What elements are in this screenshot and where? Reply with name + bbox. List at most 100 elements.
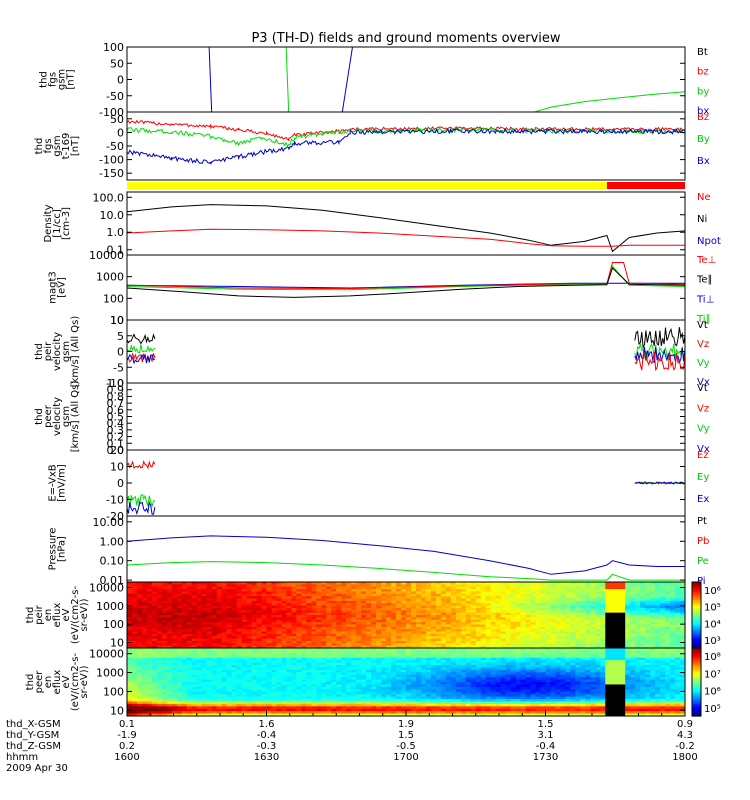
spectrogram-cell — [525, 586, 532, 590]
spectrogram-cell — [306, 660, 312, 664]
spectrogram-cell — [485, 598, 492, 602]
spectrogram-cell — [670, 629, 676, 633]
spectrogram-cell — [356, 650, 362, 654]
spectrogram-cell — [241, 665, 248, 669]
spectrogram-cell — [675, 607, 681, 611]
spectrogram-cell — [396, 701, 402, 705]
spectrogram-cell — [640, 622, 646, 626]
spectrogram-cell — [171, 703, 178, 707]
spectrogram-cell — [231, 633, 238, 637]
spectrogram-cell — [166, 665, 173, 669]
spectrogram-cell — [281, 648, 288, 652]
spectrogram-cell — [371, 615, 377, 618]
spectrogram-cell — [366, 612, 372, 616]
spectrogram-cell — [331, 626, 337, 630]
spectrogram-cell — [131, 669, 138, 673]
spectrogram-cell — [645, 631, 651, 635]
spectrogram-cell — [351, 708, 357, 712]
colorbar-cell — [692, 611, 701, 614]
spectrogram-cell — [665, 589, 671, 593]
spectrogram-cell — [620, 624, 626, 628]
spectrogram-cell — [216, 605, 223, 609]
spectrogram-cell — [670, 643, 676, 647]
spectrogram-cell — [316, 667, 322, 671]
spectrogram-cell — [445, 645, 452, 648]
spectrogram-cell — [505, 624, 512, 628]
spectrogram-cell — [231, 699, 238, 703]
spectrogram-cell — [231, 701, 238, 705]
spectrogram-cell — [201, 645, 208, 648]
spectrogram-cell — [296, 598, 302, 602]
spectrogram-cell — [620, 612, 626, 616]
spectrogram-cell — [500, 636, 507, 640]
spectrogram-cell — [430, 617, 437, 621]
spectrogram-cell — [675, 629, 681, 633]
spectrogram-cell — [425, 596, 432, 600]
spectrogram-cell — [321, 665, 327, 669]
spectrogram-cell — [321, 631, 327, 635]
spectrogram-cell — [450, 617, 457, 621]
spectrogram-cell — [356, 605, 362, 609]
spectrogram-cell — [206, 610, 213, 614]
spectrogram-cell — [301, 629, 307, 633]
spectrogram-cell — [490, 629, 497, 633]
spectrogram-cell — [276, 655, 283, 659]
spectrogram-cell — [386, 674, 392, 678]
spectrogram-cell — [266, 626, 273, 630]
spectrogram-cell — [386, 617, 392, 621]
spectrogram-cell — [555, 612, 562, 616]
spectrogram-cell — [530, 617, 537, 621]
spectrogram-cell — [600, 593, 606, 597]
spectrogram-cell — [595, 589, 601, 593]
spectrogram-cell — [391, 640, 397, 644]
spectrogram-cell — [336, 696, 342, 700]
spectrogram-cell — [326, 582, 332, 585]
spectrogram-cell — [401, 645, 407, 648]
spectrogram-cell — [585, 626, 591, 630]
spectrogram-cell — [425, 619, 432, 623]
spectrogram-cell — [311, 655, 317, 659]
spectrogram-cell — [430, 645, 437, 648]
spectrogram-cell — [256, 701, 263, 705]
spectrogram-cell — [455, 605, 462, 609]
spectrogram-cell — [600, 615, 606, 618]
spectrogram-cell — [276, 643, 283, 647]
spectrogram-cell — [336, 629, 342, 633]
spectrogram-cell — [635, 631, 641, 635]
spectrogram-cell — [241, 703, 248, 707]
spectrogram-cell — [585, 631, 591, 635]
spectrogram-cell — [241, 701, 248, 705]
spectrogram-cell — [440, 629, 447, 633]
spectrogram-cell — [127, 706, 133, 710]
spectrogram-cell — [206, 689, 213, 693]
spectrogram-cell — [391, 619, 397, 623]
spectrogram-cell — [376, 629, 382, 633]
spectrogram-cell — [146, 682, 153, 686]
spectrogram-cell — [131, 657, 138, 661]
spectrogram-cell — [590, 615, 596, 618]
colorbar-cell — [692, 633, 701, 636]
spectrogram-cell — [465, 636, 472, 640]
spectrogram-cell — [216, 591, 223, 595]
spectrogram-cell — [301, 703, 307, 707]
spectrogram-cell — [201, 638, 208, 642]
spectrogram-cell — [361, 643, 367, 647]
spectrogram-cell — [475, 598, 482, 602]
spectrogram-cell — [301, 593, 307, 597]
spectrogram-cell — [620, 593, 626, 597]
spectrogram-cell — [196, 633, 203, 637]
spectrogram-cell — [296, 589, 302, 593]
spectrogram-cell — [560, 610, 567, 614]
spectrogram-cell — [246, 607, 253, 611]
spectrogram-cell — [261, 612, 268, 616]
spectrogram-cell — [520, 596, 527, 600]
spectrogram-cell — [171, 669, 178, 673]
spectrogram-cell — [410, 636, 417, 640]
spectrogram-cell — [241, 626, 248, 630]
spectrogram-cell — [475, 624, 482, 628]
spectrogram-cell — [306, 591, 312, 595]
spectrogram-cell — [351, 694, 357, 698]
spectrogram-cell — [261, 626, 268, 630]
legend-entry: Pb — [697, 536, 709, 547]
spectrogram-cell — [201, 669, 208, 673]
